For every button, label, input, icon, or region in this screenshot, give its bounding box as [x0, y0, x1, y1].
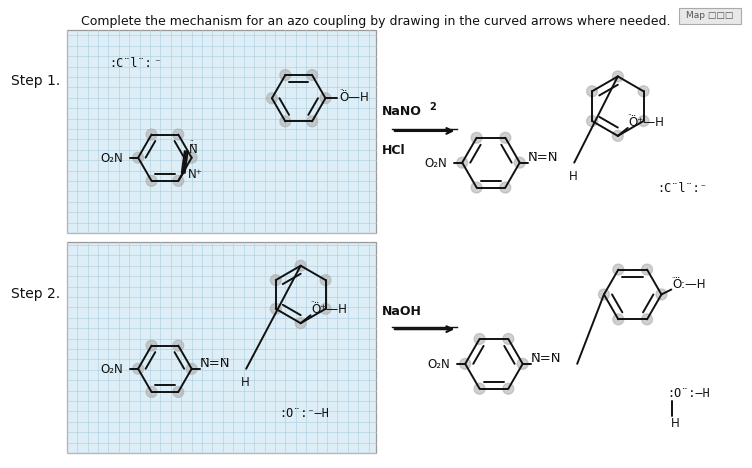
Text: N̈=N̈: N̈=N̈: [528, 151, 558, 164]
Text: Ö⁺—H: Ö⁺—H: [629, 116, 665, 129]
Circle shape: [320, 93, 331, 104]
Text: Step 2.: Step 2.: [11, 287, 60, 301]
Bar: [67, 30, 376, 233]
Circle shape: [270, 275, 281, 285]
FancyBboxPatch shape: [679, 8, 741, 24]
Text: Ö:—H: Ö:—H: [672, 278, 706, 291]
Circle shape: [146, 340, 157, 351]
Circle shape: [472, 132, 482, 143]
Circle shape: [296, 318, 306, 329]
Text: ..: ..: [628, 110, 632, 116]
Text: Ö—H: Ö—H: [339, 91, 369, 104]
Text: H: H: [672, 417, 680, 430]
Circle shape: [146, 129, 157, 140]
Circle shape: [503, 383, 514, 394]
Circle shape: [456, 157, 468, 168]
Text: ⁻: ⁻: [154, 58, 160, 69]
Circle shape: [280, 116, 291, 127]
Text: HCl: HCl: [382, 144, 405, 157]
Circle shape: [500, 182, 511, 193]
Text: ..: ..: [339, 85, 344, 91]
Circle shape: [173, 340, 183, 351]
Circle shape: [613, 314, 623, 325]
Circle shape: [266, 93, 277, 104]
Circle shape: [638, 116, 649, 126]
Circle shape: [280, 70, 291, 80]
Circle shape: [320, 275, 331, 285]
Text: :C̈l̈:⁻: :C̈l̈:⁻: [657, 182, 707, 195]
Text: Complete the mechanism for an azo coupling by drawing in the curved arrows where: Complete the mechanism for an azo coupli…: [81, 15, 671, 28]
Circle shape: [472, 182, 482, 193]
Circle shape: [186, 363, 197, 374]
Text: ..: ..: [672, 272, 676, 278]
Circle shape: [132, 363, 144, 374]
Text: N⁺: N⁺: [188, 168, 203, 182]
Text: Ö⁺—H: Ö⁺—H: [311, 303, 347, 316]
Text: :Ö:⁻—H: :Ö:⁻—H: [279, 407, 329, 420]
Circle shape: [296, 260, 306, 271]
Text: N̈: N̈: [190, 143, 198, 156]
Circle shape: [656, 289, 667, 300]
Text: O₂N: O₂N: [425, 157, 447, 170]
Circle shape: [587, 116, 598, 126]
Text: 2: 2: [429, 102, 436, 112]
Text: H: H: [241, 376, 250, 389]
Circle shape: [599, 289, 609, 300]
Text: NaNO: NaNO: [382, 105, 422, 117]
Circle shape: [612, 71, 623, 82]
Circle shape: [132, 152, 144, 163]
Text: O₂N: O₂N: [101, 152, 123, 165]
Circle shape: [146, 387, 157, 397]
Bar: [67, 242, 376, 453]
Text: :C̈l̈:: :C̈l̈:: [109, 57, 152, 70]
Circle shape: [173, 129, 183, 140]
Text: O₂N: O₂N: [101, 363, 123, 376]
Circle shape: [474, 383, 485, 394]
Circle shape: [307, 116, 317, 127]
Text: Map □□□: Map □□□: [687, 11, 734, 21]
Circle shape: [307, 70, 317, 80]
Text: H: H: [569, 170, 578, 183]
Circle shape: [638, 86, 649, 97]
Text: N̈=N̈: N̈=N̈: [199, 358, 230, 370]
Text: O₂N: O₂N: [428, 358, 450, 371]
Circle shape: [173, 387, 183, 397]
Circle shape: [500, 132, 511, 143]
Circle shape: [503, 334, 514, 344]
Circle shape: [613, 264, 623, 275]
Circle shape: [641, 314, 653, 325]
Circle shape: [514, 157, 525, 168]
Text: ..: ..: [190, 136, 194, 142]
Circle shape: [612, 131, 623, 141]
Circle shape: [517, 358, 528, 369]
Text: NaOH: NaOH: [382, 305, 422, 318]
Text: :Ö:—H: :Ö:—H: [667, 387, 710, 400]
Circle shape: [320, 303, 331, 314]
Circle shape: [270, 303, 281, 314]
Text: N̈=N̈: N̈=N̈: [531, 352, 561, 366]
Circle shape: [146, 176, 157, 186]
Circle shape: [459, 358, 471, 369]
Circle shape: [474, 334, 485, 344]
Circle shape: [173, 176, 183, 186]
Circle shape: [186, 152, 197, 163]
Text: Step 1.: Step 1.: [11, 74, 60, 88]
Circle shape: [587, 86, 598, 97]
Circle shape: [641, 264, 653, 275]
Text: ..: ..: [311, 297, 315, 303]
